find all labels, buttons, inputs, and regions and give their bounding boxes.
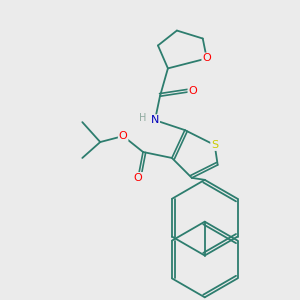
Text: S: S (211, 140, 218, 150)
Text: O: O (202, 53, 211, 63)
Text: O: O (119, 131, 128, 141)
Text: O: O (188, 86, 197, 96)
Text: H: H (139, 113, 147, 123)
Text: N: N (151, 115, 159, 125)
Text: O: O (134, 173, 142, 183)
